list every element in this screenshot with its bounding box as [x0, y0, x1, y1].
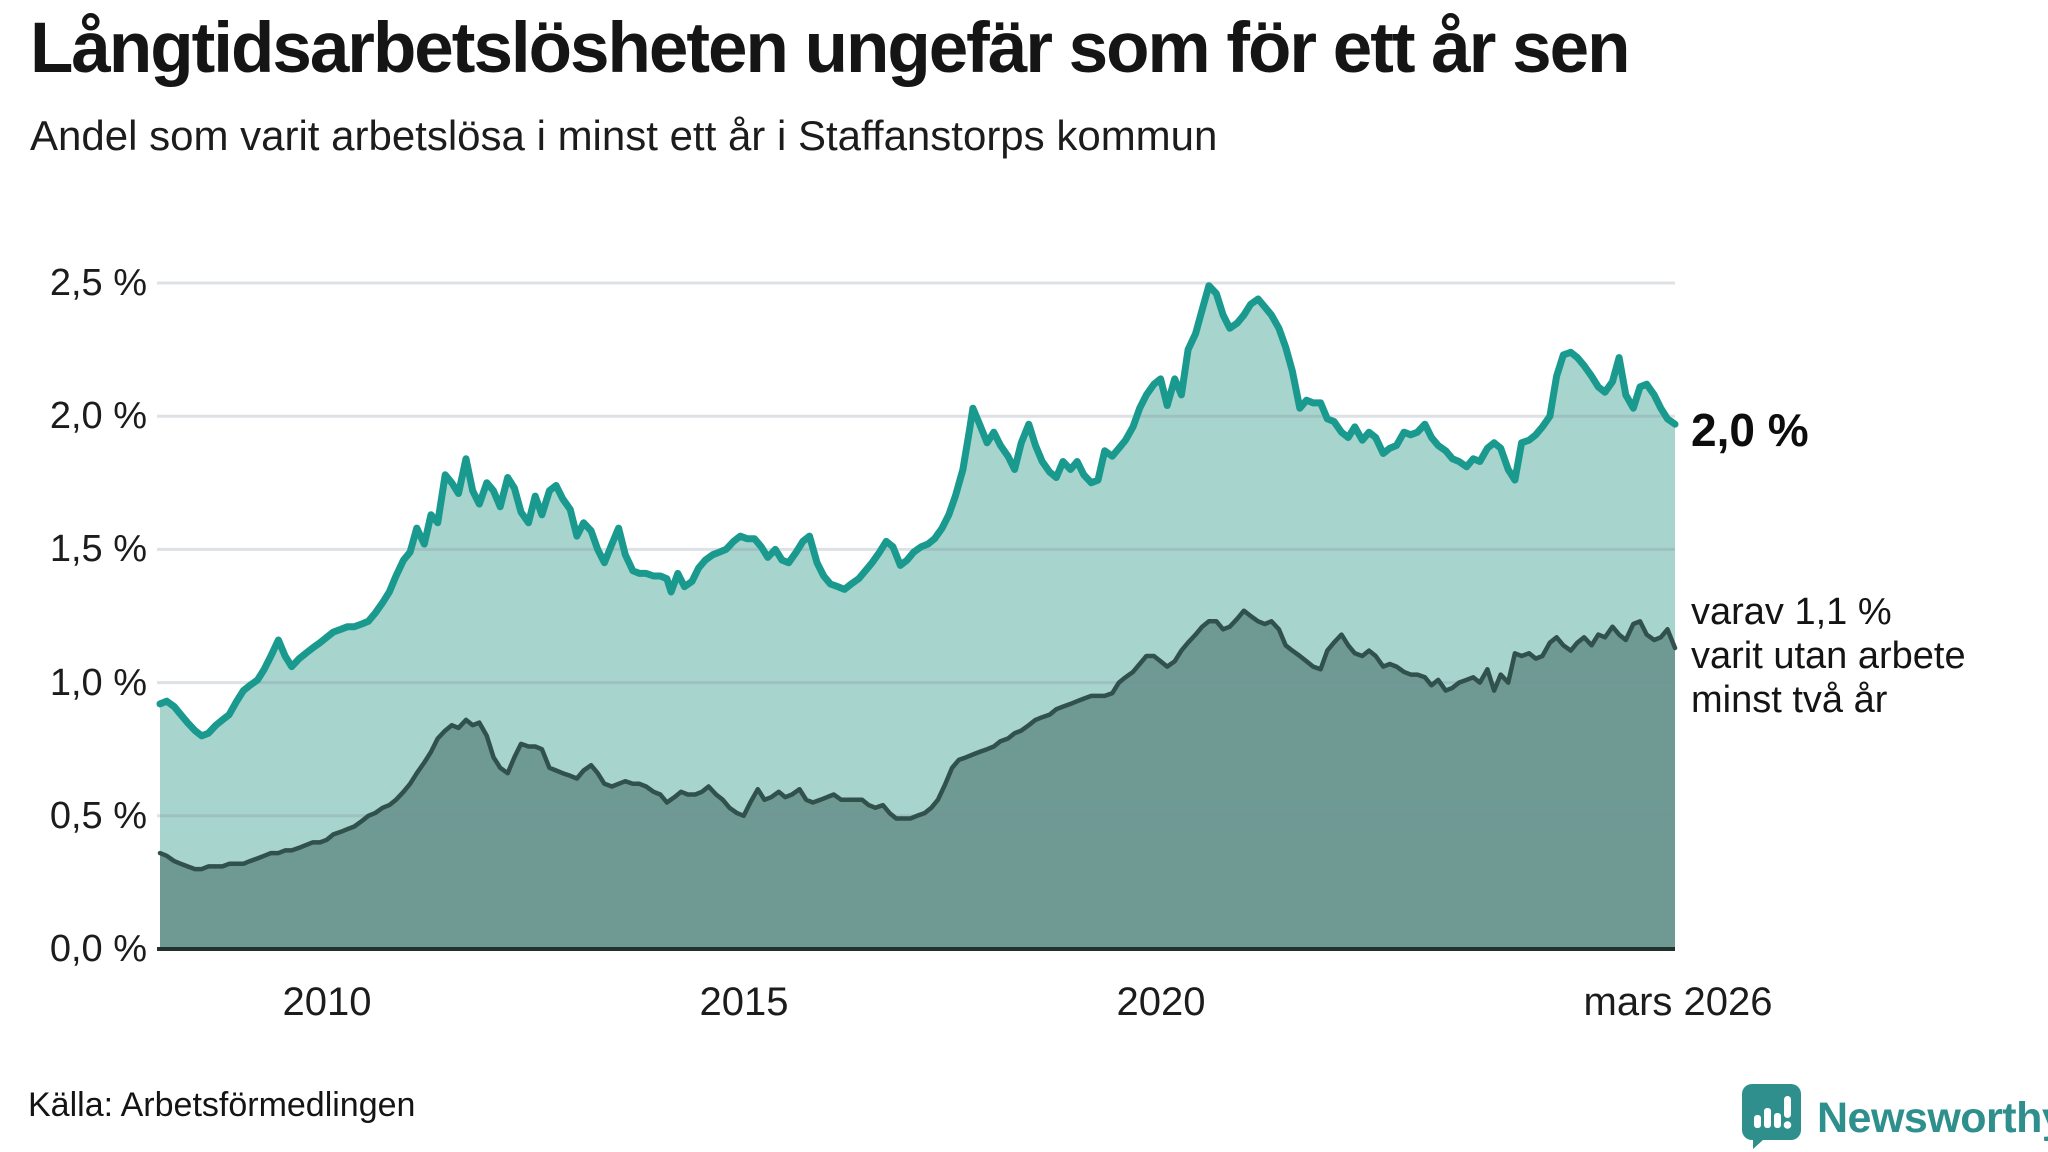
x-tick-label: 2015 [699, 980, 789, 1024]
newsworthy-logo: Newsworthy [1741, 1082, 2048, 1152]
x-tick-label: 2020 [1116, 980, 1206, 1024]
total-line [156, 282, 1679, 740]
subset-area-fill [160, 610, 1675, 949]
y-tick-label: 2,0 % [49, 395, 147, 437]
y-tick-label: 0,5 % [49, 795, 147, 837]
page-title: Långtidsarbetslösheten ungefär som för e… [30, 9, 1630, 88]
y-tick-label: 2,5 % [49, 262, 147, 304]
y-tick-label: 1,0 % [49, 662, 147, 704]
x-tick-label: 2010 [282, 980, 372, 1024]
y-tick-label: 0,0 % [49, 928, 147, 970]
logo-text: Newsworthy [1817, 1094, 2048, 1142]
annotation-line: varit utan arbete [1691, 635, 1966, 677]
subset-line [157, 608, 1678, 872]
source-note: Källa: Arbetsförmedlingen [28, 1086, 416, 1124]
annotation-line: minst två år [1691, 679, 1888, 721]
annotation-line: varav 1,1 % [1691, 591, 1892, 633]
series-annotation: varav 1,1 % varit utan arbete minst två … [1691, 590, 1966, 722]
x-tick-label: mars 2026 [1583, 980, 1773, 1024]
bar-chart-bubble-icon [1741, 1082, 1803, 1152]
chart-subtitle: Andel som varit arbetslösa i minst ett å… [30, 112, 1218, 159]
y-tick-label: 1,5 % [49, 528, 147, 570]
series-end-value-label: 2,0 % [1691, 404, 1809, 456]
